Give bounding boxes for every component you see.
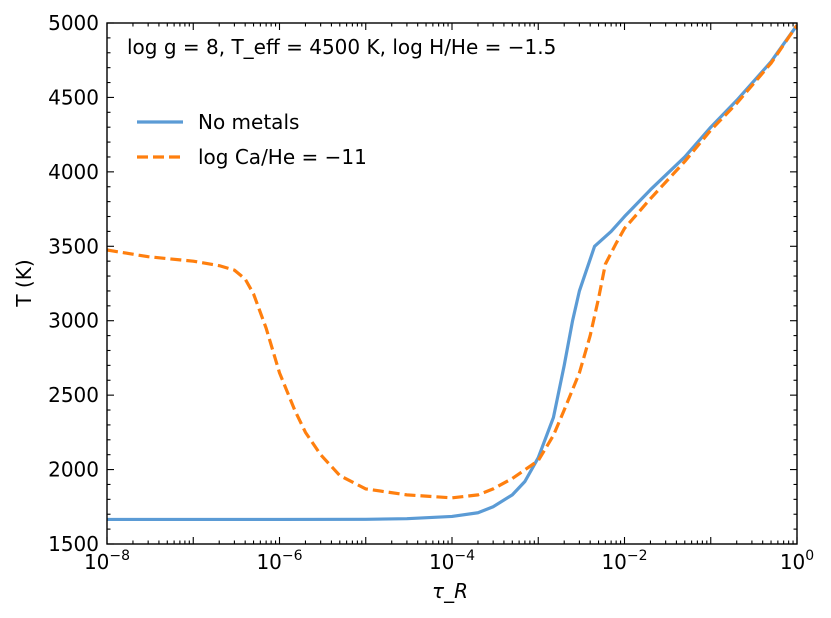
y-tick-label: 3500 [48, 234, 99, 258]
y-tick-label: 4500 [48, 85, 99, 109]
y-tick-label: 3000 [48, 309, 99, 333]
x-tick-label: 10−4 [429, 548, 475, 574]
y-axis-label: T (K) [12, 259, 36, 307]
legend-label-no-metals: No metals [198, 110, 299, 134]
x-axis-label: τ_R [432, 579, 468, 603]
x-tick-label: 100 [780, 548, 814, 574]
x-tick-label: 10−2 [601, 548, 647, 574]
y-tick-label: 2000 [48, 458, 99, 482]
plot-frame [106, 22, 798, 545]
chart-annotation: log g = 8, T_eff = 4500 K, log H/He = −1… [127, 35, 556, 59]
series-layer [107, 24, 797, 522]
x-tick-label: 10−8 [84, 548, 130, 574]
series-line-no-metals [107, 24, 797, 522]
legend: No metals log Ca/He = −11 [137, 110, 367, 169]
y-tick-label: 4000 [48, 160, 99, 184]
ticks-layer: 1500 2000 2500 3000 3500 4000 4500 5000 10−8 10−6… [48, 11, 814, 574]
y-tick-label: 2500 [48, 383, 99, 407]
x-tick-label: 10−6 [256, 548, 302, 574]
series-line-log-ca-he [107, 24, 797, 500]
y-tick-label: 1500 [48, 532, 99, 556]
y-tick-label: 5000 [48, 11, 99, 35]
legend-label-log-ca-he: log Ca/He = −11 [198, 145, 367, 169]
